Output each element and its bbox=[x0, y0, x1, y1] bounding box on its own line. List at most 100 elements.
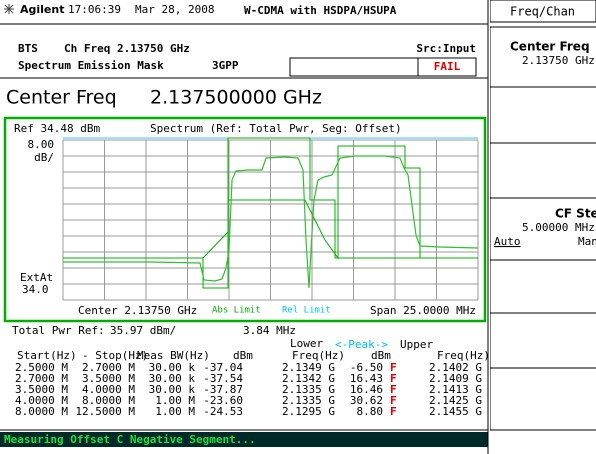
table-cell: 2.5000 M bbox=[15, 361, 68, 374]
table-cell: 2.1295 G bbox=[282, 405, 335, 418]
menu-title-box bbox=[490, 0, 596, 23]
table-cell: F bbox=[390, 361, 397, 374]
source: Src:Input bbox=[416, 42, 476, 55]
column-header: dBm bbox=[371, 349, 391, 362]
softkey-label: Center Freq bbox=[510, 40, 590, 54]
result-field bbox=[289, 57, 419, 77]
softkey[interactable] bbox=[490, 26, 596, 88]
softkey-value: 2.13750 GHz bbox=[522, 54, 595, 67]
table-cell: 2.1455 G bbox=[429, 405, 482, 418]
softkey[interactable] bbox=[490, 259, 596, 314]
rel-limit-line bbox=[202, 145, 421, 260]
group-header: Lower bbox=[290, 337, 323, 350]
mode: W-CDMA with HSDPA/HSUPA bbox=[244, 4, 397, 17]
center-label: Center 2.13750 GHz bbox=[78, 304, 197, 317]
softkey-panel: Freq/Chan Center Freq 2.13750 GHz CF Ste… bbox=[490, 0, 596, 431]
status-message: Measuring Offset C Negative Segment... bbox=[4, 433, 256, 446]
softkey[interactable] bbox=[490, 86, 596, 144]
softkey[interactable] bbox=[490, 367, 596, 431]
table-cell: F bbox=[390, 394, 397, 407]
table-cell: 8.0000 M bbox=[15, 405, 68, 418]
table-cell: 2.7000 M bbox=[15, 372, 68, 385]
softkey-option: Man bbox=[578, 235, 596, 248]
total-power-label: Total Pwr Ref: bbox=[12, 324, 105, 337]
table-cell: F bbox=[390, 383, 397, 396]
table-cell: 3.5000 M bbox=[82, 372, 135, 385]
star-icon bbox=[4, 4, 14, 14]
measurement: Spectrum Emission Mask bbox=[18, 59, 164, 72]
scale: 8.00 bbox=[28, 138, 55, 151]
graph-title: Spectrum (Ref: Total Pwr, Seg: Offset) bbox=[150, 122, 402, 135]
group-header: Upper bbox=[400, 338, 433, 351]
table-cell: -37.87 bbox=[203, 383, 243, 396]
table-cell: -37.54 bbox=[203, 372, 243, 385]
column-header: - Stop(Hz) bbox=[82, 349, 148, 362]
softkey[interactable] bbox=[490, 312, 596, 369]
spectrum-trace bbox=[63, 155, 479, 289]
date: Mar 28, 2008 bbox=[135, 3, 214, 16]
column-header: dBm bbox=[233, 349, 253, 362]
table-cell: -37.04 bbox=[203, 361, 243, 374]
softkey-value: 5.00000 MHz bbox=[522, 221, 595, 234]
scale-unit: dB/ bbox=[34, 151, 54, 164]
table-cell: F bbox=[390, 405, 397, 418]
table-cell: 4.0000 M bbox=[82, 383, 135, 396]
brand: Agilent bbox=[20, 3, 64, 16]
softkey-label: CF Step bbox=[555, 207, 596, 221]
softkey-option: Auto bbox=[494, 235, 521, 248]
span-label: Span 25.0000 MHz bbox=[370, 304, 476, 317]
column-header: Meas BW(Hz) bbox=[137, 349, 210, 362]
table-cell: 2.1342 G bbox=[282, 372, 335, 385]
center-freq-label: Center Freq bbox=[6, 87, 117, 109]
rel-limit-label: Rel Limit bbox=[282, 306, 331, 316]
table-cell: -24.53 bbox=[203, 405, 243, 418]
center-freq-value: 2.137500000 GHz bbox=[150, 87, 322, 109]
standard: BTS bbox=[18, 42, 38, 55]
graph-grid bbox=[62, 139, 479, 301]
table-cell: -23.60 bbox=[203, 394, 243, 407]
table-cell: 1.00 M bbox=[155, 405, 195, 418]
table-cell: 2.1413 G bbox=[429, 383, 482, 396]
table-cell: F bbox=[390, 372, 397, 385]
result-box bbox=[417, 57, 477, 77]
column-header: Start(Hz) bbox=[17, 349, 77, 362]
table-cell: 8.80 bbox=[357, 405, 384, 418]
softkey[interactable] bbox=[490, 142, 596, 199]
table-cell: 2.1335 G bbox=[282, 394, 335, 407]
column-header: Freq(Hz) bbox=[292, 349, 345, 362]
bandwidth: 3.84 MHz bbox=[243, 324, 296, 337]
result: FAIL bbox=[434, 60, 461, 73]
table-cell: 2.1402 G bbox=[429, 361, 482, 374]
table-cell: 2.1335 G bbox=[282, 383, 335, 396]
table-cell: 3.5000 M bbox=[15, 383, 68, 396]
abs-limit-label: Abs Limit bbox=[212, 306, 261, 316]
table-cell: -6.50 bbox=[350, 361, 383, 374]
time: 17:06:39 bbox=[68, 3, 121, 16]
table-cell: 16.43 bbox=[350, 372, 383, 385]
column-header: Freq(Hz) bbox=[437, 349, 490, 362]
total-power: 35.97 dBm/ bbox=[110, 324, 176, 337]
softkey[interactable] bbox=[490, 197, 596, 261]
table-cell: 4.0000 M bbox=[15, 394, 68, 407]
status-bar bbox=[0, 432, 488, 447]
atten: 34.0 bbox=[22, 283, 49, 296]
ref-level: Ref 34.48 dBm bbox=[14, 122, 100, 135]
table-cell: 30.00 k bbox=[149, 372, 196, 385]
limit-line bbox=[63, 137, 478, 289]
menu-title: Freq/Chan bbox=[510, 5, 575, 19]
table-cell: 2.1425 G bbox=[429, 394, 482, 407]
table-cell: 12.5000 M bbox=[75, 405, 135, 418]
atten-label: ExtAt bbox=[20, 271, 53, 284]
group-header: <-Peak-> bbox=[335, 338, 388, 351]
table-cell: 30.00 k bbox=[149, 361, 196, 374]
table-cell: 2.1409 G bbox=[429, 372, 482, 385]
table-cell: 2.1349 G bbox=[282, 361, 335, 374]
table-cell: 1.00 M bbox=[155, 394, 195, 407]
table-cell: 16.46 bbox=[350, 383, 383, 396]
table-cell: 8.0000 M bbox=[82, 394, 135, 407]
spec: 3GPP bbox=[212, 59, 239, 72]
channel-freq: Ch Freq 2.13750 GHz bbox=[64, 42, 190, 55]
table-cell: 30.62 bbox=[350, 394, 383, 407]
table-cell: 2.7000 M bbox=[82, 361, 135, 374]
